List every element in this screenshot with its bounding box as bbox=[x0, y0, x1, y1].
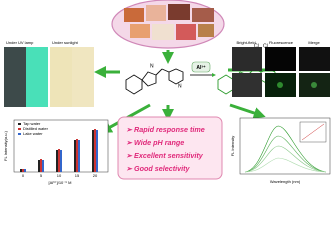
food-collage bbox=[111, 0, 225, 49]
ligand-structure: N N bbox=[125, 63, 184, 95]
axis-label: FL Intensity(a.u.) bbox=[3, 130, 8, 161]
spectrum-plot: FL Intensity Wavelength (nm) bbox=[230, 117, 331, 184]
bars bbox=[20, 129, 98, 172]
tick-label: 5 bbox=[40, 173, 43, 178]
axis-label: FL Intensity bbox=[230, 136, 235, 157]
photo-label: Under UV lamp bbox=[6, 40, 34, 45]
tick-label: 20 bbox=[93, 173, 98, 178]
tick-label: 15 bbox=[75, 173, 80, 178]
legend-entry: Distilled water bbox=[23, 126, 49, 131]
atom-label: N bbox=[150, 63, 154, 69]
ligand-label: Cl bbox=[263, 43, 268, 49]
graphical-abstract: Under UV lamp Under sunlight N N Al³⁺ Al… bbox=[3, 0, 331, 185]
vial-photos: Under UV lamp Under sunlight bbox=[4, 40, 94, 107]
imaging-label: Bright-field bbox=[236, 40, 255, 45]
axis-label: Wavelength (nm) bbox=[270, 179, 301, 184]
bar-plot: FL Intensity(a.u.) [Al³⁺]/10⁻⁶ M 0 5 10 … bbox=[3, 119, 109, 185]
cell-imaging: Bright-field Fluorescence Merge bbox=[232, 40, 330, 97]
atom-label: N bbox=[178, 83, 182, 89]
legend-entry: Tap water bbox=[23, 121, 41, 126]
ion-box bbox=[191, 61, 211, 73]
ion-label: Al³⁺ bbox=[196, 65, 206, 71]
photo-label: Under sunlight bbox=[52, 40, 79, 45]
feature: ➢ Wide pH range bbox=[126, 138, 184, 147]
feature: ➢ Good selectivity bbox=[126, 164, 191, 173]
tick-label: 10 bbox=[57, 173, 62, 178]
ligand-label: Cl bbox=[254, 43, 259, 49]
features-box: ➢ Rapid response time ➢ Wide pH range ➢ … bbox=[117, 116, 223, 180]
axis-label: [Al³⁺]/10⁻⁶ M bbox=[49, 180, 72, 185]
arrow bbox=[229, 103, 266, 119]
feature: ➢ Rapid response time bbox=[126, 125, 205, 134]
imaging-label: Merge bbox=[308, 40, 320, 45]
feature: ➢ Excellent sensitivity bbox=[126, 151, 204, 160]
tick-label: 0 bbox=[22, 173, 25, 178]
imaging-label: Fluorescence bbox=[269, 40, 294, 45]
legend-entry: Lake water bbox=[23, 131, 43, 136]
